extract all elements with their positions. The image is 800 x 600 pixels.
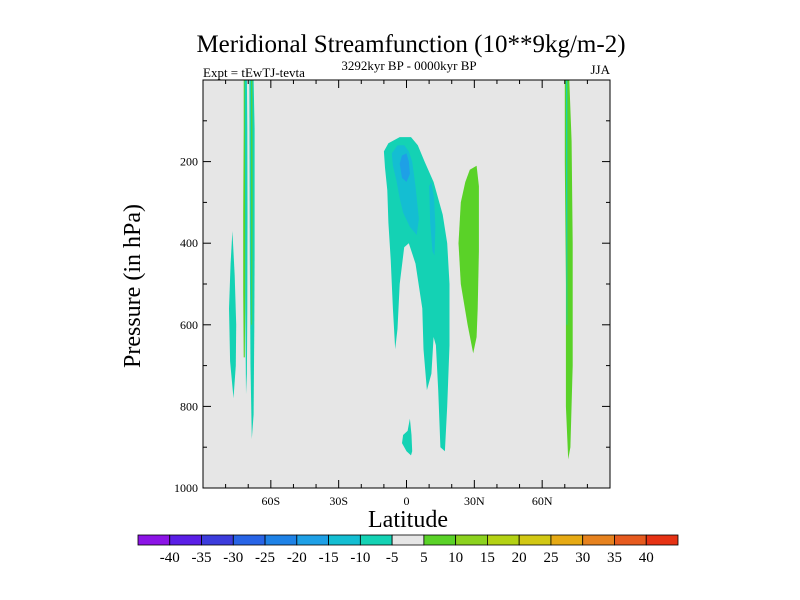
contour-region-central-side (429, 182, 436, 256)
colorbar-swatch (550, 534, 584, 546)
y-tick-label: 400 (180, 236, 198, 250)
contour-region-central-core (399, 153, 410, 182)
colorbar-swatch (359, 534, 393, 546)
colorbar-label: 30 (575, 550, 590, 566)
chart-title: Meridional Streamfunction (10**9kg/m-2) (196, 31, 625, 58)
y-tick-label: 1000 (174, 481, 198, 495)
colorbar-swatch (645, 534, 679, 546)
colorbar-label: 35 (607, 550, 622, 566)
colorbar-swatch (614, 534, 647, 546)
colorbar-swatch (455, 534, 488, 546)
y-tick-label: 600 (180, 318, 198, 332)
x-tick-label: 30S (329, 494, 348, 508)
colorbar-label: 5 (420, 550, 428, 566)
colorbar-swatch (169, 534, 202, 546)
contour-region-green-25n (458, 165, 479, 354)
colorbar-label: -25 (255, 550, 275, 566)
contour-region-band-70s-cyan-a (244, 80, 248, 395)
x-tick-label: 60N (532, 494, 553, 508)
colorbar-label: -30 (223, 550, 243, 566)
x-tick-label: 30N (464, 494, 485, 508)
colorbar-label: 10 (448, 550, 463, 566)
period-label: 3292kyr BP - 0000kyr BP (341, 58, 476, 73)
colorbar-label: 15 (480, 550, 495, 566)
colorbar-label: 25 (543, 550, 558, 566)
colorbar-label: -20 (287, 550, 307, 566)
y-axis-label: Pressure (in hPa) (120, 204, 146, 368)
contour-regions (229, 80, 573, 460)
x-tick-label: 0 (404, 494, 410, 508)
colorbar-label: -15 (319, 550, 339, 566)
experiment-label: Expt = tEwTJ-tevta (203, 65, 305, 80)
season-label: JJA (590, 62, 610, 77)
axis-ticks: 60S 30S 0 30N 60N 200 400 600 800 1000 (174, 80, 610, 508)
colorbar-label: -5 (386, 550, 399, 566)
y-tick-label: 800 (180, 399, 198, 413)
colorbar-swatch (423, 534, 457, 546)
colorbar-label: -35 (192, 550, 212, 566)
x-axis-label: Latitude (368, 507, 448, 533)
colorbar-label: -10 (350, 550, 370, 566)
colorbar-swatch (328, 534, 361, 546)
colorbar-swatch (391, 534, 425, 546)
contour-region-cyan-70n (566, 80, 568, 325)
contour-region-blob-78s (229, 231, 237, 399)
colorbar-swatch (264, 534, 298, 546)
colorbar-label: 20 (512, 550, 527, 566)
colorbar-swatch (487, 534, 520, 546)
colorbar-swatch (518, 534, 552, 546)
colorbar-swatch (232, 534, 266, 546)
y-tick-label: 200 (180, 155, 198, 169)
contour-region-band-70s-green-b (251, 80, 253, 325)
colorbar-label: -40 (160, 550, 180, 566)
colorbar-label: 40 (639, 550, 654, 566)
colorbar-swatch (296, 534, 329, 546)
colorbar-swatch (201, 534, 234, 546)
colorbar-swatch (582, 534, 615, 546)
colorbar-swatch (137, 534, 171, 546)
x-tick-label: 60S (261, 494, 280, 508)
contour-region-blob-bottom-0 (402, 418, 413, 456)
contour-region-central-inner (391, 145, 419, 235)
colorbar: -40 -35 -30 -25 -20 -15 -10 -5 5 10 15 20 25 30 35 40 (137, 534, 679, 566)
